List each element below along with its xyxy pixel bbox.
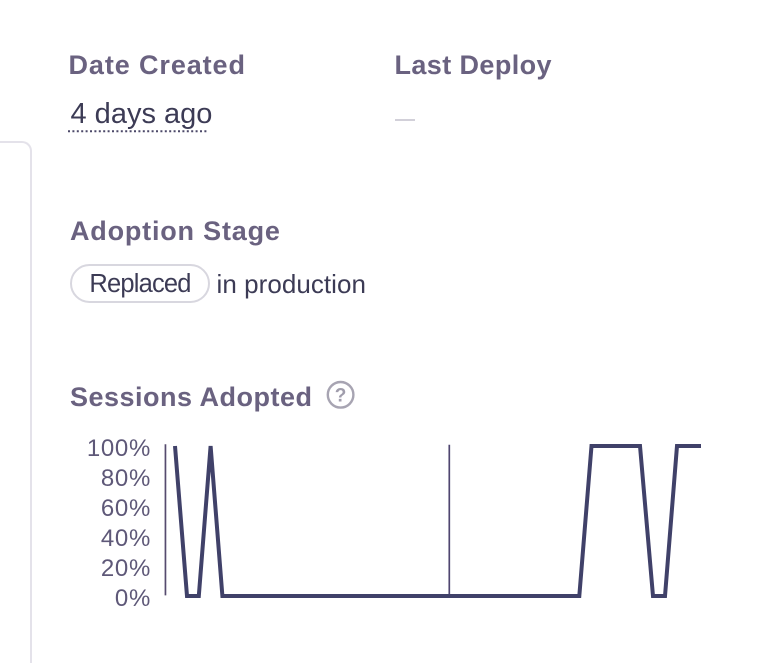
svg-text:?: ? [335,386,347,407]
